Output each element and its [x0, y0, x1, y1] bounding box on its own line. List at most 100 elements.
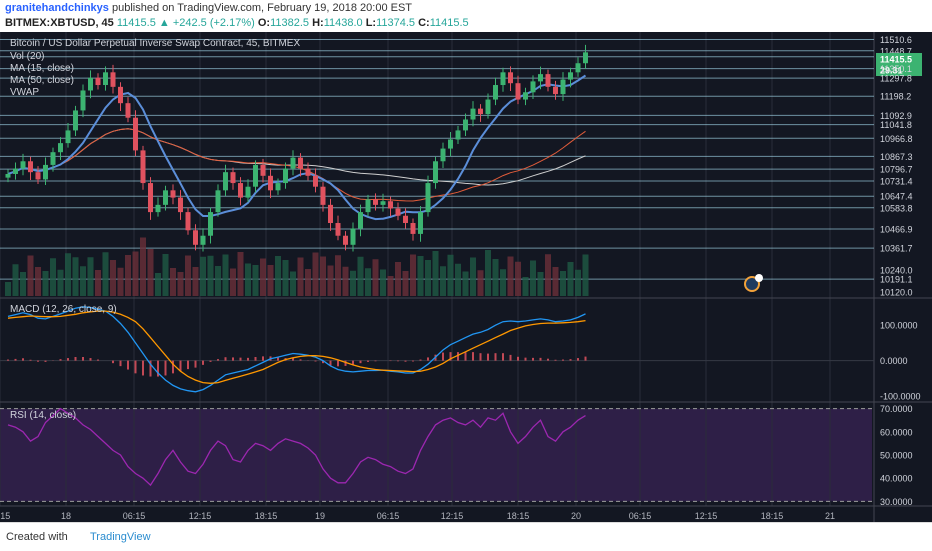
volume-bar	[222, 254, 229, 296]
price-axis-label: 10120.0	[880, 288, 913, 298]
candle-body	[245, 186, 251, 198]
volume-bar	[260, 258, 266, 296]
volume-bar	[575, 269, 581, 296]
rsi-axis-label: 30.0000	[880, 497, 913, 507]
candle-body	[290, 157, 296, 169]
volume-bar	[305, 269, 311, 296]
volume-bar	[132, 251, 139, 296]
candle-body	[583, 52, 588, 64]
tradingview-brand[interactable]: TradingView	[90, 531, 151, 543]
candle-body	[500, 72, 506, 86]
price-axis-label: 11297.8	[880, 74, 912, 84]
volume-bar	[200, 256, 206, 296]
x-tick-label: 19	[315, 511, 325, 521]
price-axis-label: 10583.8	[880, 203, 913, 213]
rsi-band	[0, 408, 872, 502]
volume-bar	[177, 272, 184, 296]
candle-body	[560, 79, 566, 95]
open-value: 11382.5	[270, 17, 310, 29]
macd-axis-label: 100.0000	[880, 321, 918, 331]
volume-bar	[455, 263, 461, 296]
candle-body	[545, 74, 551, 87]
volume-bar	[245, 263, 251, 296]
candle-body	[515, 83, 521, 100]
candle-body	[305, 168, 311, 176]
volume-bar	[27, 255, 34, 296]
volume-bar	[252, 265, 259, 296]
candle-body	[328, 204, 333, 224]
rsi-line	[7, 407, 586, 487]
volume-bar	[147, 249, 154, 296]
close-label: C:	[418, 17, 430, 29]
volume-bar	[267, 265, 274, 296]
x-tick-label: 18	[61, 511, 71, 521]
x-tick-label: 12:15	[189, 511, 212, 521]
candle-body	[163, 190, 168, 205]
volume-bar	[530, 260, 536, 296]
ma50-line	[7, 128, 586, 202]
event-count-badge	[755, 274, 763, 282]
candle-body	[43, 164, 48, 180]
candle-body	[58, 143, 63, 153]
volume-bar	[95, 270, 101, 296]
change-label: ▲ +242.5 (+2.17%)	[158, 17, 255, 29]
volume-bar	[582, 254, 589, 296]
price-axis-label: 11448.7	[880, 46, 912, 56]
volume-bar	[372, 259, 379, 296]
candle-body	[230, 172, 236, 184]
candle-body	[28, 161, 33, 173]
volume-bar	[110, 260, 116, 296]
created-with-label: Created with	[6, 531, 68, 543]
candle-body	[395, 208, 401, 216]
candle-body	[530, 81, 536, 93]
candle-body	[20, 161, 26, 169]
x-tick-label: 21	[825, 511, 835, 521]
candle-body	[373, 199, 378, 205]
chart-canvas[interactable]: :15 18 06:15 12:15 18:15 19 06:15 12:15 18:15 20 0…	[0, 32, 932, 522]
volume-bar	[320, 256, 326, 296]
chart-area[interactable]: :15 18 06:15 12:15 18:15 19 06:15 12:15 18:15 20 0…	[0, 32, 932, 522]
high-label: H:	[312, 17, 324, 29]
candle-body	[523, 92, 528, 100]
candle-body	[200, 235, 206, 245]
candle-body	[215, 190, 221, 213]
price-axis-label: 11415.5	[880, 55, 912, 65]
candle-body	[125, 103, 131, 118]
macd-title: MACD (12, 26, close, 9)	[10, 304, 117, 315]
candle-body	[193, 230, 198, 245]
legend-entry: VWAP	[10, 87, 39, 98]
ma15-line	[7, 74, 587, 221]
price-axis-label: 11041.8	[880, 120, 912, 130]
candle-body	[470, 108, 476, 120]
symbol-label: BITMEX:XBTUSD, 45	[5, 17, 114, 29]
volume-bar	[290, 271, 296, 296]
volume-bar	[470, 257, 476, 296]
price-axis-label: 10731.4	[880, 176, 913, 186]
candle-body	[13, 168, 18, 174]
volume-bar	[425, 260, 431, 296]
candle-body	[388, 201, 393, 209]
volume-bar	[140, 237, 146, 296]
volume-bar	[185, 255, 191, 296]
chart-header: granitehandchinkys published on TradingV…	[0, 0, 932, 32]
volume-bar	[522, 277, 529, 296]
candle-body	[410, 223, 416, 234]
candle-body	[88, 77, 93, 91]
price-axis-label: 10796.7	[880, 165, 913, 175]
candle-body	[440, 148, 446, 162]
volume-bar	[117, 267, 124, 296]
volume-bar	[72, 257, 79, 296]
price-tag-bg	[876, 53, 922, 65]
volume-bar	[35, 267, 41, 296]
candle-body	[343, 235, 348, 245]
candle-body	[478, 108, 483, 115]
rsi-axis-label: 50.0000	[880, 451, 913, 461]
author-link[interactable]: granitehandchinkys	[5, 2, 109, 14]
published-text: published on TradingView.com, February 1…	[111, 2, 413, 14]
volume-bar	[380, 269, 386, 296]
volume-bar	[207, 255, 214, 296]
price-axis-label: 10466.9	[880, 225, 913, 235]
legend-entry: MA (50, close)	[10, 75, 74, 86]
candle-body	[365, 199, 371, 213]
candle-body	[260, 164, 266, 176]
